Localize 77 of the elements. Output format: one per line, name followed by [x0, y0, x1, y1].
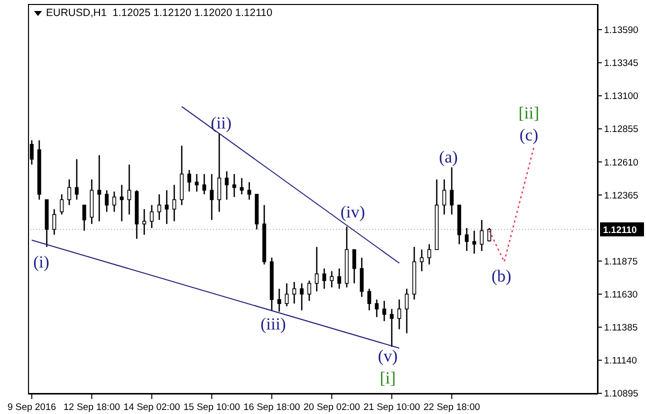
- annotation: (a): [438, 147, 458, 166]
- x-tick-label: 20 Sep 02:00: [303, 402, 360, 413]
- candlestick: [390, 308, 394, 348]
- chart-title: EURUSD,H1 1.12025 1.12120 1.12020 1.12110: [46, 7, 272, 19]
- x-tick-label: 9 Sep 2016: [7, 402, 56, 413]
- y-tick-label: 1.11875: [604, 256, 638, 268]
- candlestick: [240, 177, 244, 195]
- candlestick: [210, 173, 214, 221]
- candlestick: [360, 257, 364, 298]
- candlestick: [112, 190, 116, 212]
- candlestick: [194, 173, 199, 192]
- candlestick: [480, 219, 484, 252]
- annotation: (i): [33, 252, 50, 272]
- annotation: (b): [492, 266, 512, 286]
- annotation: (ii): [210, 114, 232, 133]
- candlestick: [472, 230, 476, 254]
- x-tick-label: 12 Sep 18:00: [63, 402, 120, 413]
- candlestick: [127, 164, 132, 216]
- y-tick-label: 1.12365: [604, 190, 638, 202]
- y-tick-label: 1.12610: [604, 157, 638, 168]
- y-tick-label: 1.13100: [604, 91, 638, 102]
- candlestick: [367, 288, 372, 311]
- candlestick: [300, 282, 304, 311]
- y-tick-label: 1.13590: [604, 25, 638, 36]
- candlestick: [30, 140, 34, 166]
- y-tick-label: 1.10895: [604, 388, 638, 400]
- annotation: (v): [378, 346, 398, 366]
- annotation: (iii): [260, 314, 286, 334]
- candlestick: [217, 132, 222, 212]
- candlestick: [120, 184, 124, 222]
- candlestick: [337, 268, 342, 290]
- candlestick: [202, 173, 206, 195]
- candlestick: [150, 204, 154, 229]
- candlestick: [307, 280, 312, 302]
- y-tick-label: 1.11630: [604, 290, 638, 301]
- candlestick: [67, 178, 72, 206]
- candlestick: [427, 244, 432, 266]
- y-tick-label: 1.13345: [604, 58, 638, 70]
- candlestick: [330, 270, 334, 288]
- candlestick: [374, 298, 379, 318]
- candlestick: [404, 288, 409, 334]
- x-tick-label: 22 Sep 18:00: [423, 402, 480, 413]
- candlestick: [292, 281, 296, 304]
- candlestick: [352, 248, 356, 284]
- candlestick: [142, 208, 146, 236]
- annotation: [ii]: [518, 104, 540, 123]
- candlestick: [172, 184, 176, 222]
- y-tick-label: 1.11385: [604, 322, 638, 334]
- candlestick: [74, 158, 79, 200]
- candlestick: [164, 190, 169, 225]
- candlestick: [397, 298, 402, 330]
- y-tick-label: 1.12855: [604, 124, 638, 136]
- x-tick-label: 15 Sep 10:00: [183, 402, 240, 413]
- candlestick: [52, 208, 56, 236]
- candlestick: [464, 227, 469, 252]
- candlestick: [442, 178, 446, 216]
- annotation: (iv): [340, 202, 366, 222]
- candlestick: [104, 190, 109, 212]
- x-tick-label: 21 Sep 10:00: [363, 402, 420, 413]
- x-tick-label: 16 Sep 18:00: [243, 402, 300, 413]
- candlestick: [232, 173, 236, 198]
- candlestick: [314, 246, 319, 292]
- candlestick: [277, 288, 282, 312]
- candlestick: [224, 170, 229, 200]
- candlestick: [187, 169, 192, 192]
- candlestick: [284, 282, 289, 307]
- candlestick: [382, 300, 386, 322]
- candlestick: [82, 204, 86, 232]
- x-tick-label: 14 Sep 02:00: [123, 402, 180, 413]
- annotation: (c): [519, 125, 538, 144]
- candlestick: [450, 166, 454, 216]
- candlestick: [157, 194, 162, 221]
- y-tick-label: 1.11140: [604, 356, 637, 367]
- candlestick: [60, 194, 64, 216]
- ref-line-label: 1.12110: [603, 224, 637, 236]
- annotation: [i]: [380, 368, 396, 388]
- candlestick: [322, 268, 326, 290]
